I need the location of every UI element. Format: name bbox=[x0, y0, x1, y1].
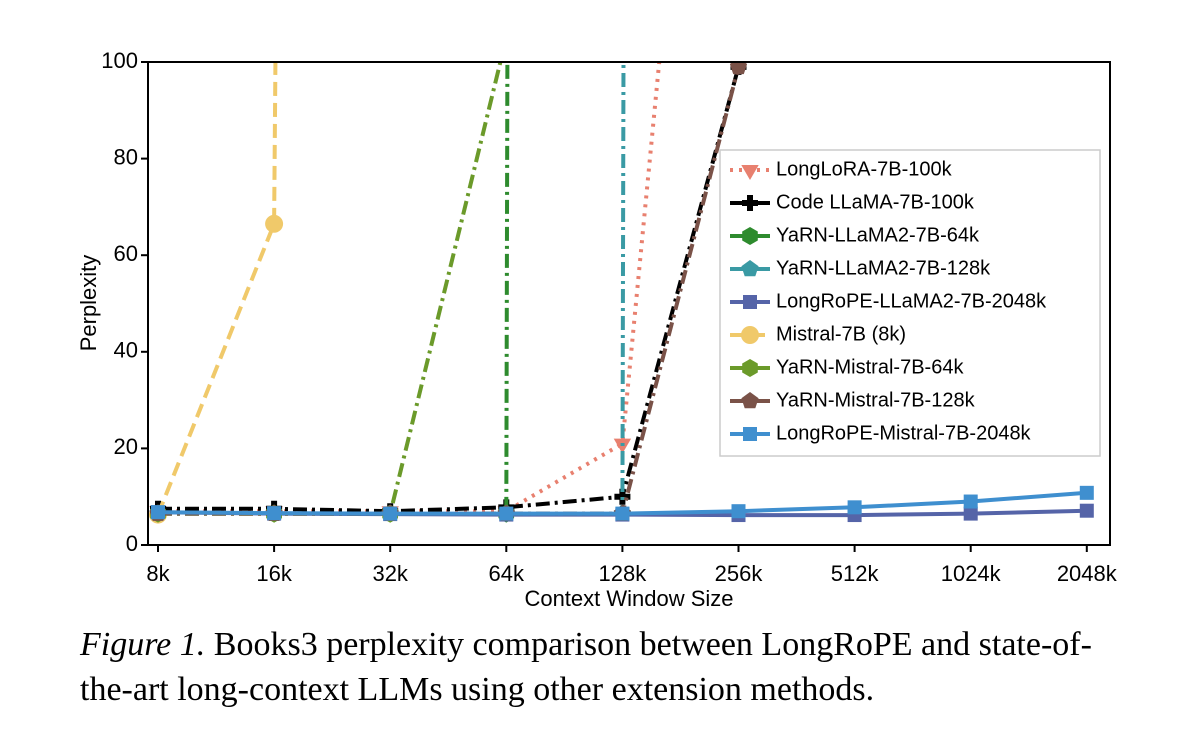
x-tick-label: 128k bbox=[599, 561, 648, 586]
marker bbox=[383, 506, 398, 521]
chart: Perplexity Context Window Size LongLoRA-… bbox=[76, 29, 1118, 611]
legend-label: YaRN-Mistral-7B-64k bbox=[776, 356, 964, 378]
marker bbox=[963, 506, 978, 521]
caption: Figure 1. Books3 perplexity comparison b… bbox=[80, 622, 1140, 712]
marker bbox=[742, 359, 758, 377]
marker bbox=[499, 506, 514, 521]
x-tick-label: 64k bbox=[489, 561, 525, 586]
legend-label: YaRN-Mistral-7B-128k bbox=[776, 389, 976, 411]
legend-label: LongRoPE-LLaMA2-7B-2048k bbox=[776, 290, 1047, 312]
caption-text: Books3 perplexity comparison between Lon… bbox=[80, 626, 1092, 708]
x-tick-label: 8k bbox=[146, 561, 170, 586]
y-tick-label: 0 bbox=[126, 531, 138, 556]
marker bbox=[743, 427, 757, 441]
legend: LongLoRA-7B-100k Code LLaMA-7B-100k YaRN-L… bbox=[719, 149, 1101, 457]
marker bbox=[613, 438, 632, 454]
x-tick-label: 2048k bbox=[1057, 561, 1118, 586]
y-tick-label: 20 bbox=[114, 434, 138, 459]
marker bbox=[731, 504, 746, 519]
marker bbox=[743, 295, 757, 309]
legend-label: YaRN-LLaMA2-7B-64k bbox=[776, 224, 980, 246]
series-line bbox=[158, 62, 510, 516]
marker bbox=[963, 494, 978, 509]
series-line bbox=[158, 62, 662, 514]
marker bbox=[742, 195, 758, 211]
marker bbox=[151, 505, 165, 520]
marker bbox=[847, 500, 862, 515]
x-axis-label: Context Window Size bbox=[524, 586, 733, 611]
marker bbox=[615, 506, 630, 521]
y-tick-label: 40 bbox=[114, 338, 138, 363]
legend-label: LongRoPE-Mistral-7B-2048k bbox=[776, 422, 1032, 444]
marker bbox=[499, 29, 515, 47]
plot-area bbox=[149, 29, 1094, 524]
marker bbox=[1079, 485, 1094, 500]
x-tick-label: 1024k bbox=[941, 561, 1002, 586]
series-line bbox=[158, 62, 503, 516]
marker bbox=[741, 260, 759, 277]
y-tick-label: 100 bbox=[101, 48, 138, 73]
axes-frame bbox=[147, 61, 1111, 546]
figure-label: Figure 1. bbox=[80, 626, 206, 663]
series-line bbox=[158, 66, 741, 514]
marker bbox=[741, 165, 759, 180]
x-tick-label: 16k bbox=[256, 561, 292, 586]
marker bbox=[265, 214, 284, 233]
marker bbox=[1079, 503, 1094, 518]
marker bbox=[742, 227, 758, 245]
marker bbox=[614, 488, 631, 505]
legend-label: YaRN-LLaMA2-7B-128k bbox=[776, 257, 991, 279]
marker bbox=[741, 326, 759, 344]
marker bbox=[729, 62, 748, 75]
y-tick-label: 80 bbox=[114, 144, 138, 169]
x-tick-label: 256k bbox=[715, 561, 764, 586]
series-line bbox=[158, 62, 626, 516]
x-tick-label: 512k bbox=[831, 561, 880, 586]
series-line bbox=[156, 62, 278, 516]
legend-label: LongLoRA-7B-100k bbox=[776, 158, 953, 180]
legend-label: Code LLaMA-7B-100k bbox=[776, 191, 975, 213]
legend-label: Mistral-7B (8k) bbox=[776, 323, 906, 345]
y-tick-label: 60 bbox=[114, 241, 138, 266]
legend-box bbox=[719, 149, 1101, 457]
y-axis-label: Perplexity bbox=[76, 255, 101, 352]
marker bbox=[267, 506, 282, 521]
marker bbox=[741, 392, 759, 409]
x-tick-label: 32k bbox=[372, 561, 408, 586]
